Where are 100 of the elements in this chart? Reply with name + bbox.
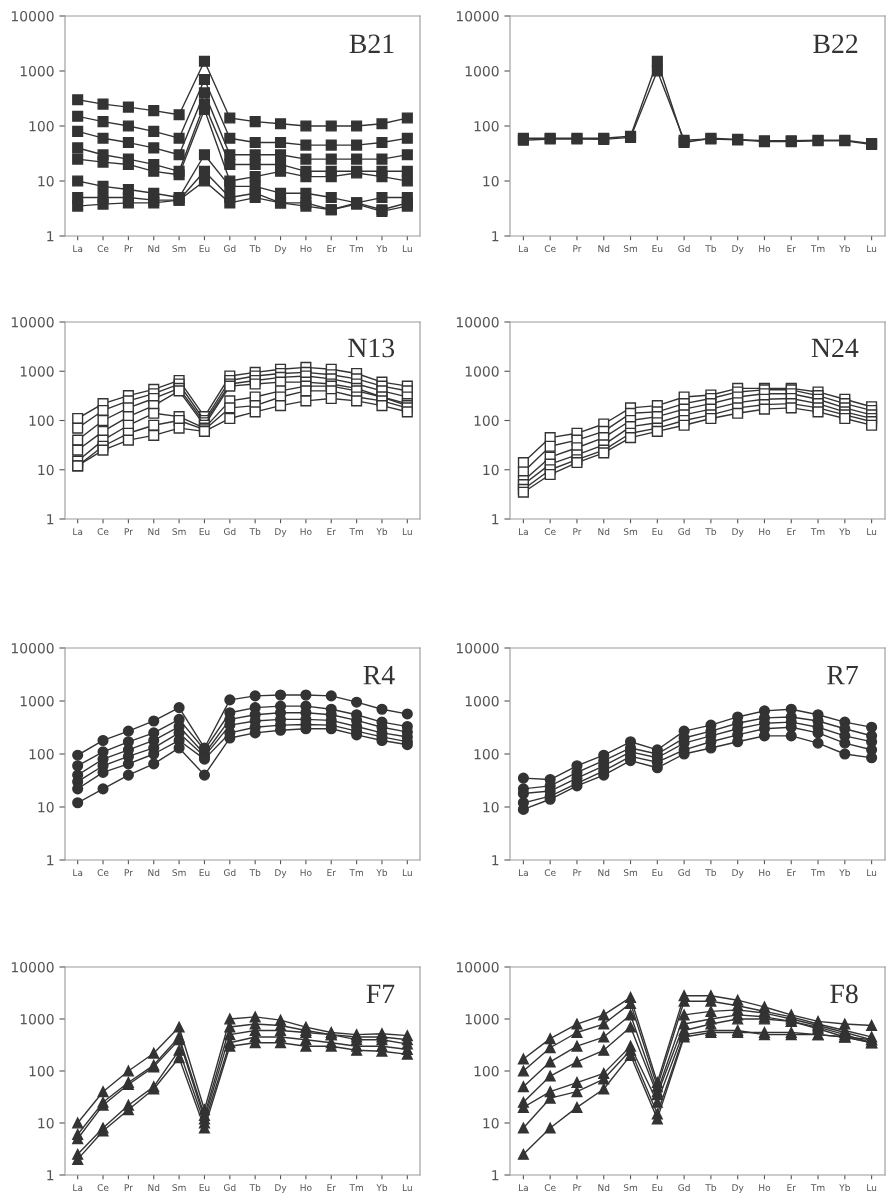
x-tick-label: Tm: [349, 1184, 363, 1191]
x-tick-label: Gd: [223, 869, 236, 877]
x-tick-label: La: [73, 869, 83, 877]
x-tick-label: Nd: [148, 245, 160, 253]
chart-title: F7: [366, 984, 395, 1003]
x-tick-label: Eu: [199, 245, 210, 253]
x-tick-label: La: [73, 528, 83, 536]
x-tick-label: La: [519, 1184, 528, 1192]
x-tick-label: Tm: [349, 869, 363, 876]
y-tick-label: 10: [38, 1117, 54, 1129]
y-tick-label: 1000: [465, 695, 499, 707]
x-tick-label: Pr: [573, 245, 582, 252]
x-tick-label: Ce: [544, 528, 556, 536]
x-tick-label: Tb: [249, 869, 261, 877]
x-tick-label: Lu: [402, 245, 412, 253]
x-tick-label: Dy: [275, 869, 287, 878]
x-tick-label: Gd: [678, 869, 690, 877]
y-tick-label: 10: [483, 1117, 499, 1129]
x-tick-label: Er: [787, 1184, 796, 1191]
y-tick-label: 10: [38, 175, 54, 187]
chart-title: F8: [830, 984, 858, 1004]
y-tick-label: 1: [47, 231, 54, 242]
y-tick-label: 10: [483, 801, 499, 813]
x-tick-label: Tm: [810, 869, 825, 876]
x-tick-label: Tb: [705, 869, 717, 877]
x-tick-label: Pr: [573, 1184, 582, 1191]
x-tick-label: Sm: [623, 528, 638, 536]
x-tick-label: Lu: [867, 528, 877, 536]
x-tick-label: Er: [787, 528, 796, 535]
x-tick-label: Nd: [148, 869, 160, 877]
x-tick-label: Tm: [349, 528, 363, 535]
y-tick-label: 10: [38, 801, 54, 813]
x-tick-label: Ho: [300, 528, 312, 536]
x-tick-label: Ho: [300, 1184, 312, 1192]
x-tick-label: Lu: [867, 869, 877, 877]
x-tick-label: Tm: [810, 1184, 825, 1191]
y-tick-label: 100: [29, 415, 54, 426]
x-tick-label: Gd: [678, 245, 690, 253]
x-tick-label: Gd: [223, 245, 236, 253]
x-tick-label: Yb: [839, 528, 850, 536]
x-tick-label: Dy: [732, 869, 744, 878]
x-tick-label: Dy: [275, 528, 287, 537]
x-tick-label: Dy: [732, 245, 744, 254]
y-tick-label: 1: [492, 231, 499, 242]
x-tick-label: Yb: [839, 869, 850, 877]
y-tick-label: 1: [47, 855, 54, 866]
x-tick-label: Tb: [249, 528, 261, 536]
x-tick-label: Pr: [573, 528, 582, 535]
chart-title: R7: [827, 666, 858, 685]
x-tick-label: Pr: [573, 869, 582, 876]
x-tick-label: Er: [327, 869, 336, 876]
x-tick-label: Er: [327, 1184, 336, 1191]
x-tick-label: Ce: [544, 1184, 556, 1192]
y-tick-label: 10000: [11, 10, 54, 22]
x-tick-label: Yb: [376, 528, 388, 536]
x-tick-label: La: [73, 1184, 83, 1192]
y-tick-label: 1: [47, 514, 54, 525]
y-tick-label: 10: [483, 464, 499, 476]
x-tick-label: Sm: [172, 1184, 186, 1192]
y-tick-label: 100: [474, 120, 499, 132]
y-tick-label: 1: [47, 1170, 54, 1181]
y-tick-label: 1000: [465, 65, 499, 77]
x-tick-label: Yb: [839, 1184, 850, 1192]
y-tick-label: 10000: [11, 961, 54, 973]
x-tick-label: Er: [787, 869, 796, 876]
x-tick-label: Yb: [376, 869, 388, 877]
y-tick-label: 10000: [11, 316, 54, 328]
x-tick-label: Ce: [97, 1184, 109, 1192]
x-tick-label: Tb: [249, 245, 261, 253]
x-tick-label: Tb: [249, 1184, 261, 1192]
x-tick-label: Eu: [199, 528, 210, 536]
y-tick-label: 10: [483, 175, 499, 187]
chart-title: R4: [363, 665, 395, 685]
x-tick-label: Ho: [759, 528, 771, 536]
x-tick-label: Sm: [623, 1184, 638, 1192]
y-tick-label: 1000: [20, 1013, 54, 1025]
x-tick-label: Er: [787, 245, 796, 252]
x-tick-label: Er: [327, 245, 336, 252]
x-tick-label: Sm: [623, 869, 638, 877]
x-tick-label: Eu: [652, 245, 663, 253]
x-tick-label: La: [519, 245, 528, 253]
x-tick-label: La: [519, 869, 528, 877]
chart-title: N13: [348, 338, 395, 358]
x-tick-label: La: [73, 245, 83, 253]
x-tick-label: Nd: [598, 528, 610, 536]
x-tick-label: Pr: [124, 869, 133, 876]
y-tick-label: 100: [29, 748, 54, 760]
x-tick-label: Tb: [705, 1184, 717, 1192]
x-tick-label: Eu: [199, 869, 210, 877]
x-tick-label: Tb: [705, 528, 717, 536]
x-tick-label: Eu: [652, 528, 663, 536]
x-tick-label: Ho: [759, 869, 771, 877]
x-tick-label: Lu: [867, 245, 877, 253]
chart-title: B21: [349, 34, 394, 53]
y-tick-label: 1: [492, 855, 499, 866]
x-tick-label: Gd: [678, 1184, 690, 1192]
x-tick-label: Ce: [97, 869, 109, 877]
x-tick-label: Sm: [172, 528, 186, 536]
y-tick-label: 10000: [456, 316, 499, 328]
x-tick-label: Ho: [300, 869, 312, 877]
